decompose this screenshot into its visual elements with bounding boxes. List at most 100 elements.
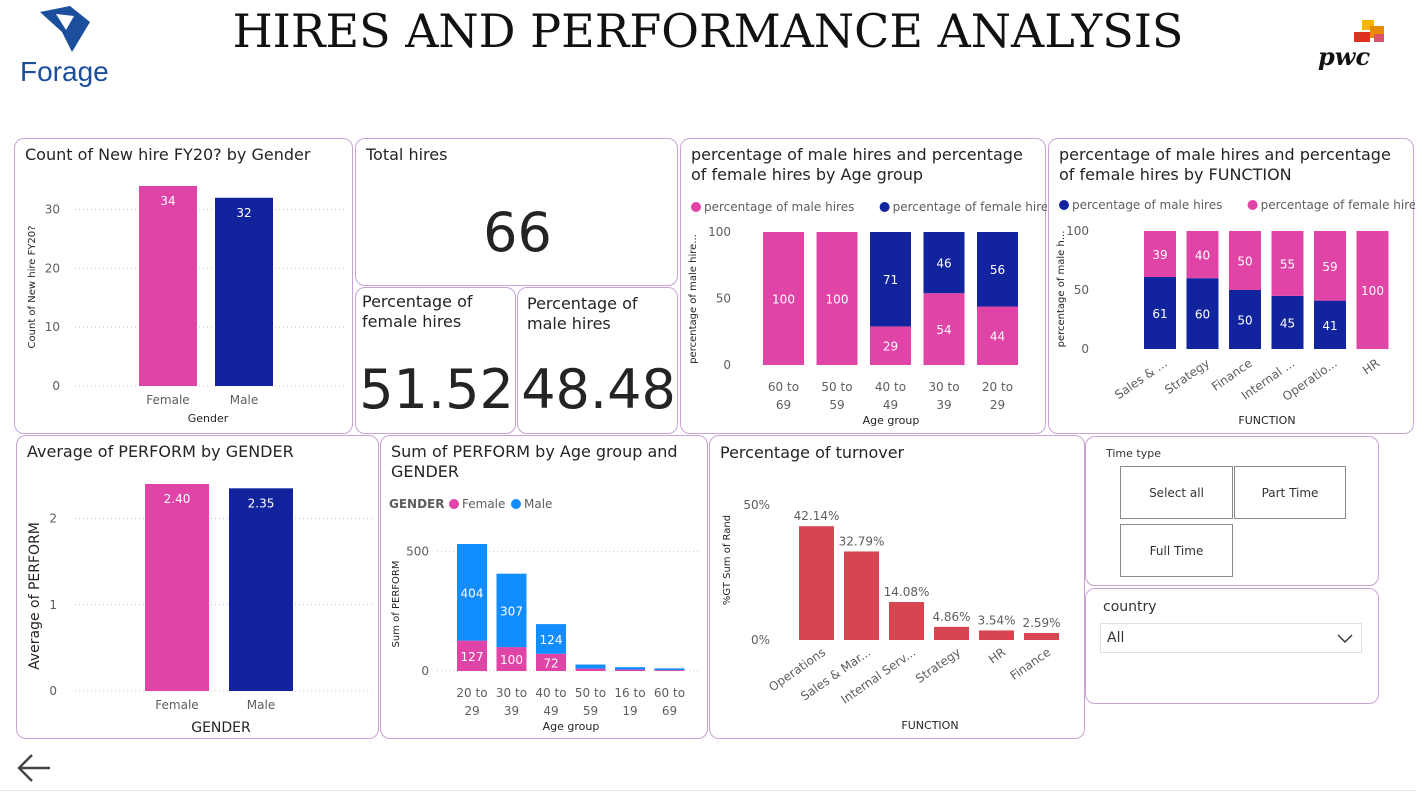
y-tick-label: 100 [1066,224,1089,238]
data-label: 404 [461,586,484,600]
total-hires-value: 66 [483,201,552,264]
data-label: 32.79% [839,534,885,548]
y-tick-label: 10 [45,320,60,334]
legend-marker [1247,200,1258,210]
pct-by-function-chart: percentage of male hires percentage of fe… [1056,198,1415,427]
pct-by-age-chart: percentage of male hires percentage of fe… [688,200,1047,427]
country-dropdown[interactable]: All [1100,623,1362,653]
data-label: 40 [1195,249,1210,263]
bar-segment [923,232,965,294]
data-label: 29 [883,340,898,354]
data-label: 60 [1195,308,1210,322]
card-title-line1: Percentage of [362,292,473,311]
data-label: 44 [990,330,1005,344]
perform-by-age-chart: GENDER Female Male 0 500 127 404 20 to 29 100 307 3… [389,497,701,733]
x-axis-label: FUNCTION [901,719,958,732]
hires-by-gender-card[interactable]: Count of New hire FY20? by Gender 0 10 20 3… [14,138,353,434]
y-tick-label: 20 [45,261,60,275]
country-label: country [1103,599,1157,615]
y-tick-label: 0 [49,684,57,698]
legend-label: percentage of male hires [1072,198,1222,212]
bar-segment [1229,231,1261,290]
y-axis-label: %GT Sum of Rand [722,515,733,605]
select-all-button[interactable]: Select all [1120,466,1233,519]
perform-by-gender-card[interactable]: Average of PERFORM by GENDER 0 1 2 2.40 Fema… [16,435,379,739]
x-tick-label: 49 [883,398,898,412]
bar [979,630,1014,640]
y-tick-label: 0 [52,379,60,393]
x-axis-label: GENDER [191,720,251,736]
bar-segment [1144,277,1176,349]
y-axis-label: percentage of male h... [1056,231,1067,348]
card-title: Average of PERFORM by GENDER [27,442,294,461]
turnover-card[interactable]: Percentage of turnover 50% 0% 42.14% Operat… [709,435,1085,739]
data-label: 100 [500,653,523,667]
y-tick-label: 500 [406,544,429,558]
data-label: 32 [236,206,251,220]
x-tick-label: 20 to [982,380,1013,394]
chevron-down-icon [1337,634,1353,643]
x-tick-label: 20 to [456,686,487,700]
x-tick-label: 50 to [821,380,852,394]
card-title-line2: of female hires by FUNCTION [1059,165,1292,184]
bar-segment [496,573,527,648]
pwc-logo-text: pwc [1318,42,1371,71]
bar-segment [654,668,685,671]
y-tick-label: 0% [751,633,770,647]
data-label: 34 [160,194,175,208]
data-label: 54 [936,323,951,337]
card-title-line1: percentage of male hires and percentage [691,145,1023,164]
legend-label: percentage of female hires [893,200,1047,214]
time-type-label: Time type [1106,447,1161,460]
legend-title: GENDER [389,497,445,511]
y-tick-label: 50 [716,292,731,306]
x-tick-label: 59 [583,704,598,718]
bar [215,197,273,386]
legend-label: Female [462,497,505,511]
data-label: 3.54% [977,613,1015,627]
data-label: 45 [1280,316,1295,330]
x-tick-label: 30 to [928,380,959,394]
male-pct-card[interactable]: Percentage of male hires 48.48 [517,287,678,434]
bar-segment [1186,278,1219,349]
bar-segment [615,667,645,670]
bar-segment [977,306,1018,365]
x-tick-label: Female [155,698,198,712]
x-tick-label: HR [986,645,1008,666]
card-title-line1: Percentage of [527,294,638,313]
part-time-button[interactable]: Part Time [1234,466,1346,519]
y-axis-label: percentage of male hire... [688,234,699,364]
data-label: 46 [936,257,951,271]
back-arrow-icon[interactable] [16,752,52,784]
legend-label: Male [524,497,552,511]
x-tick-label: 69 [776,398,791,412]
bottom-divider [0,790,1416,791]
x-tick-label: 49 [543,704,558,718]
x-axis-label: FUNCTION [1238,414,1295,427]
bar-segment [457,640,487,671]
y-tick-label: 0 [1081,342,1089,356]
full-time-button[interactable]: Full Time [1120,524,1233,577]
card-title-line1: Sum of PERFORM by Age group and [391,442,678,461]
x-tick-label: 40 to [535,686,566,700]
legend-label: percentage of male hires [704,200,854,214]
pct-by-age-card[interactable]: percentage of male hires and percentage … [680,138,1047,434]
data-label: 14.08% [884,585,930,599]
x-tick-label: 19 [622,704,637,718]
data-label: 71 [883,273,898,287]
y-tick-label: 0 [723,358,731,372]
bar-segment [1271,295,1304,349]
time-type-slicer: Time type Select all Part Time Full Time [1085,436,1379,586]
pct-by-function-card[interactable]: percentage of male hires and percentage … [1048,138,1415,434]
x-axis-label: Age group [543,720,600,733]
bar-segment [575,668,606,671]
total-hires-card[interactable]: Total hires 66 [355,138,678,286]
bar-segment [496,647,527,671]
bar-segment [1229,290,1261,349]
bar-segment [1356,231,1389,349]
x-tick-label: 60 to [768,380,799,394]
x-tick-label: 30 to [496,686,527,700]
perform-by-age-card[interactable]: Sum of PERFORM by Age group and GENDER G… [380,435,708,739]
x-tick-label: Male [247,698,275,712]
female-pct-card[interactable]: Percentage of female hires 51.52 [355,287,516,434]
